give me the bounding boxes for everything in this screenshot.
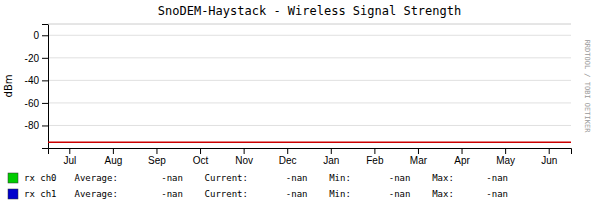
x-tick-label: Feb xyxy=(366,155,384,166)
x-tick-label: Jul xyxy=(63,155,76,166)
legend-stats: Average: -nan Current: -nan Min: -nan Ma… xyxy=(75,189,508,199)
y-tick-label: -20 xyxy=(25,53,40,64)
x-tick: Oct xyxy=(193,148,209,166)
grid xyxy=(48,35,571,125)
x-tick: May xyxy=(496,148,515,166)
marks xyxy=(48,142,571,143)
plot-area: 0 -20 -40 -60 -80 Jul Aug Sep Oct Nov Dec Jan Feb Mar… xyxy=(25,24,572,166)
x-tick: Jul xyxy=(63,148,76,166)
x-tick-mark xyxy=(549,148,550,154)
y-tick: 0 xyxy=(33,30,48,41)
y-tick-label: -80 xyxy=(25,120,40,131)
legend-swatch xyxy=(8,173,18,183)
grid-line xyxy=(48,80,571,81)
y-tick-mark xyxy=(42,125,48,126)
y-axis: 0 -20 -40 -60 -80 xyxy=(25,25,49,149)
grid-line xyxy=(48,57,571,58)
legend-entry: rx ch0 Average: -nan Current: -nan Min: -… xyxy=(8,173,508,184)
x-tick-mark xyxy=(505,148,506,154)
y-tick: -60 xyxy=(25,98,48,109)
y-tick: -20 xyxy=(25,53,48,64)
x-tick-label: Apr xyxy=(454,155,470,166)
y-axis-title: dBm xyxy=(3,75,14,98)
y-tick-mark xyxy=(42,35,48,36)
x-tick-mark xyxy=(200,148,201,154)
legend-label: rx ch1 xyxy=(24,189,57,199)
x-tick-mark xyxy=(462,148,463,154)
x-tick: Jun xyxy=(541,148,557,166)
x-tick-mark xyxy=(244,148,245,154)
y-axis-line xyxy=(42,25,49,149)
y-tick-label: 0 xyxy=(33,30,39,41)
x-tick: Feb xyxy=(366,148,384,166)
x-tick: Aug xyxy=(104,148,122,166)
x-axis-line xyxy=(49,149,572,155)
legend-entry: rx ch1 Average: -nan Current: -nan Min: -… xyxy=(8,189,508,200)
y-tick-mark xyxy=(42,58,48,59)
y-tick-label: -40 xyxy=(25,75,40,86)
x-tick: Jan xyxy=(323,148,339,166)
y-tick-mark xyxy=(42,80,48,81)
y-tick: -40 xyxy=(25,75,48,86)
x-tick: Apr xyxy=(454,148,470,166)
x-tick-label: Nov xyxy=(235,155,253,166)
x-tick-mark xyxy=(418,148,419,154)
x-tick-mark xyxy=(113,148,114,154)
x-tick: Dec xyxy=(279,148,297,166)
legend-swatch xyxy=(8,189,18,199)
x-tick-mark xyxy=(331,148,332,154)
legend: rx ch0 Average: -nan Current: -nan Min: -… xyxy=(8,173,508,200)
watermark: RRDTOOL / TOBI OETIKER xyxy=(583,40,591,134)
grid-line xyxy=(48,35,571,36)
x-tick-label: Jan xyxy=(323,155,339,166)
x-tick: Nov xyxy=(235,148,253,166)
legend-stats: Average: -nan Current: -nan Min: -nan Ma… xyxy=(75,173,508,183)
x-tick-mark xyxy=(374,148,375,154)
chart: 0 -20 -40 -60 -80 Jul Aug Sep Oct Nov Dec Jan Feb Mar… xyxy=(0,0,595,210)
x-tick-mark xyxy=(156,148,157,154)
x-tick: Sep xyxy=(148,148,166,166)
y-tick-label: -60 xyxy=(25,98,40,109)
x-tick-mark xyxy=(287,148,288,154)
x-tick-label: Aug xyxy=(104,155,122,166)
legend-label: rx ch0 xyxy=(24,173,57,183)
x-tick-label: Jun xyxy=(541,155,557,166)
y-tick-mark xyxy=(42,103,48,104)
grid-line xyxy=(48,125,571,126)
x-tick-label: Oct xyxy=(193,155,209,166)
reference-line xyxy=(48,142,571,144)
y-tick: -80 xyxy=(25,120,48,131)
title: SnoDEM-Haystack - Wireless Signal Streng… xyxy=(158,4,461,18)
x-tick-label: Dec xyxy=(279,155,297,166)
plot-frame xyxy=(48,24,571,25)
x-tick-label: May xyxy=(496,155,515,166)
x-tick-label: Sep xyxy=(148,155,166,166)
x-tick: Mar xyxy=(410,148,428,166)
x-tick-mark xyxy=(69,148,70,154)
x-tick-label: Mar xyxy=(410,155,428,166)
grid-line xyxy=(48,102,571,103)
x-axis: Jul Aug Sep Oct Nov Dec Jan Feb Mar Apr May Jun xyxy=(49,148,572,166)
